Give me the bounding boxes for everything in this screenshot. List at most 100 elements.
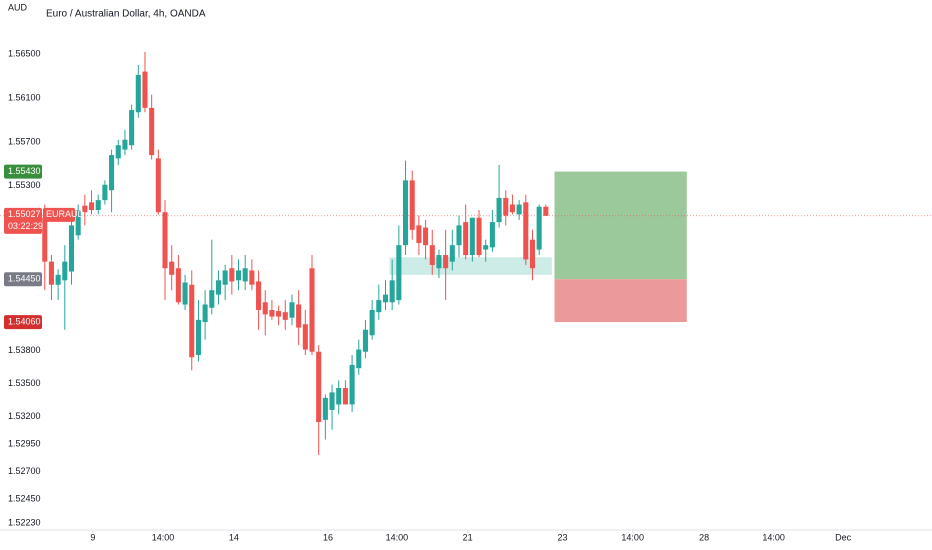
x-tick-label: 14:00 [762, 532, 785, 542]
candle-body [129, 110, 135, 146]
candle-body [202, 304, 208, 323]
y-tick-label: 1.55700 [8, 136, 41, 146]
x-tick-label: 21 [463, 532, 473, 542]
candle-body [229, 268, 235, 282]
candle-body [463, 222, 469, 256]
position-target [554, 171, 687, 280]
candle-body [456, 225, 462, 246]
candle-body [396, 245, 402, 301]
candle-body [242, 268, 248, 282]
candle-body [215, 280, 222, 295]
x-tick-label: 14:00 [621, 532, 644, 542]
y-axis-unit: AUD [8, 2, 28, 12]
candle-body [68, 225, 75, 272]
candle-body [382, 294, 389, 303]
candle-body [256, 281, 262, 310]
candle-body [376, 300, 382, 313]
candle-body [336, 387, 342, 405]
x-tick-label: 16 [323, 532, 333, 542]
candle-body [429, 245, 435, 265]
candle-body [155, 158, 161, 213]
candle-body [115, 145, 121, 159]
candle-body [329, 392, 335, 410]
x-tick-label: Dec [835, 532, 852, 542]
y-tick-label: 1.52700 [8, 466, 41, 476]
y-tick-label: 1.55300 [8, 180, 41, 190]
candle-body [269, 309, 275, 317]
candle-body [109, 155, 115, 191]
candle-body [289, 302, 295, 318]
candle-body [369, 309, 375, 336]
candle-body [276, 311, 282, 317]
candle-body [282, 312, 288, 320]
y-tick-label: 1.53800 [8, 345, 41, 355]
y-tick-label: 1.56100 [8, 92, 41, 102]
candle-body [516, 204, 522, 215]
candle-body [62, 261, 68, 281]
chart-title: Euro / Australian Dollar, 4h, OANDA [46, 9, 206, 20]
candle-body [523, 202, 529, 260]
candle-body [209, 290, 215, 308]
candle-body [416, 225, 422, 243]
candle-body [503, 197, 509, 216]
candle-body [149, 107, 155, 156]
candle-body [189, 284, 195, 358]
candle-body [142, 71, 148, 108]
candle-body [449, 245, 455, 262]
candle-body [135, 74, 141, 113]
candle-body [389, 280, 395, 303]
candle-body [476, 217, 482, 256]
candle-body [342, 387, 348, 405]
x-tick-label: 14:00 [152, 532, 175, 542]
candle-body [509, 204, 515, 213]
candle-body [82, 205, 88, 213]
x-tick-label: 28 [699, 532, 709, 542]
candle-body [162, 212, 168, 269]
candle-body [222, 270, 228, 285]
candle-body [536, 206, 542, 250]
x-tick-label: 9 [90, 532, 95, 542]
candle-body [75, 210, 81, 236]
candle-body [302, 324, 308, 350]
stop-badge-bg [4, 315, 42, 330]
countdown: 03:22:29 [8, 221, 43, 231]
entry-badge-bg [4, 272, 42, 287]
last-price-label: 1.55027 [8, 209, 41, 219]
candle-body [483, 245, 489, 250]
position-stop [554, 279, 687, 323]
candle-body [322, 397, 328, 420]
candle-body [42, 217, 48, 262]
candle-body [262, 302, 268, 315]
candle-body [102, 184, 108, 201]
y-tick-label: 1.53200 [8, 411, 41, 421]
candle-body [95, 200, 101, 211]
candle-body [443, 255, 449, 269]
candle-body [48, 261, 54, 285]
candle-body [249, 270, 255, 285]
symbol-badge-bg [43, 207, 75, 222]
x-tick-label: 14:00 [386, 532, 409, 542]
target-badge-bg [4, 164, 42, 179]
candle-body [55, 274, 61, 285]
symbol-label: EURAUD [46, 209, 85, 219]
y-tick-label: 1.52450 [8, 493, 41, 503]
candle-body [349, 364, 355, 405]
candle-body [409, 180, 415, 230]
candle-body [296, 304, 302, 328]
candle-body [489, 222, 495, 248]
stop-badge: 1.54060 [8, 316, 41, 326]
candle-body [122, 139, 128, 150]
candle-body [469, 217, 475, 256]
target-badge: 1.55430 [8, 166, 41, 176]
candle-body [436, 255, 442, 269]
last-price-badge-bg [4, 207, 42, 234]
candle-body [402, 180, 409, 246]
entry-badge: 1.54450 [8, 274, 41, 284]
zone [389, 257, 552, 275]
candle-body [309, 268, 315, 352]
y-tick-label: 1.56500 [8, 48, 41, 58]
candle-body [496, 197, 502, 223]
candle-body [195, 319, 201, 356]
